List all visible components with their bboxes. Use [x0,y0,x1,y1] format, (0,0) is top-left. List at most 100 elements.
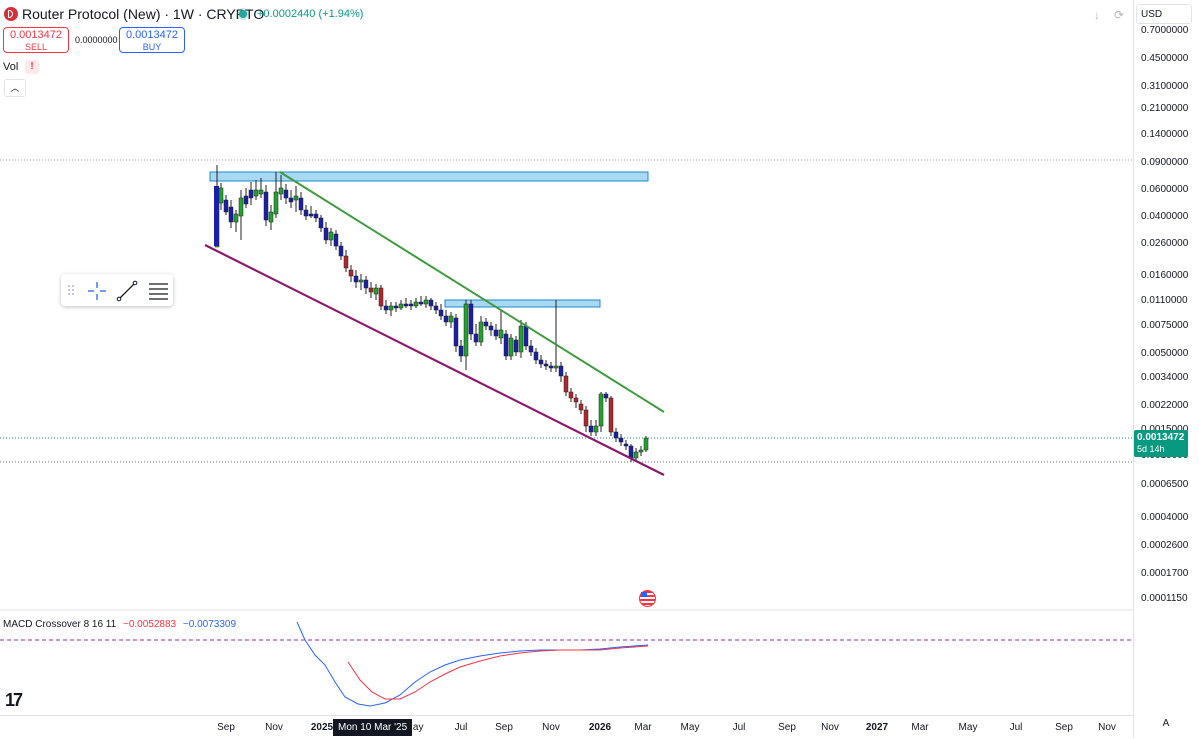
candle-body [463,303,469,357]
arrow-down-icon[interactable]: ↓ [1094,8,1100,22]
sell-price: 0.0013472 [10,29,62,41]
buy-price: 0.0013472 [126,29,178,41]
candle-body [223,199,229,213]
us-flag-icon[interactable] [639,590,656,607]
candle-body [563,375,569,393]
candle-body [493,329,499,337]
price-axis-label: 0.0004000 [1141,512,1189,523]
time-axis-label: Nov [1098,722,1116,733]
price-axis-label: 0.2100000 [1141,103,1189,114]
candle-body [593,425,599,433]
candle-body [428,299,434,307]
candle-body [613,431,619,439]
candle-body [303,209,309,217]
sell-button[interactable]: 0.0013472 SELL [3,27,69,53]
candlesticks [214,165,649,462]
candle-body [583,409,589,427]
candle-body [568,391,574,399]
candle-body [578,403,584,411]
candle-body [558,365,564,377]
candle-body [548,365,554,369]
candle-body [623,443,629,447]
resistance-trendline [279,171,665,413]
candle-body [443,315,449,323]
time-axis-label: Nov [821,722,839,733]
time-axis-label: May [404,722,424,733]
price-axis-label: 0.0260000 [1141,238,1189,249]
candle-body [323,227,329,241]
settings-lines-icon[interactable] [149,283,168,300]
time-axis-label: Sep [778,722,796,733]
candle-body [468,303,474,335]
price-chart[interactable] [0,0,1133,715]
price-axis-label: 0.0002600 [1141,540,1189,551]
candle-body [263,191,269,221]
live-indicator [239,10,247,18]
price-axis-label: 0.4500000 [1141,53,1189,64]
candle-body [313,213,319,219]
candle-body [628,445,634,459]
time-axis-label: Sep [1055,722,1073,733]
time-axis-label: May [958,722,978,733]
price-axis-label: 0.0001150 [1141,593,1188,604]
macd-name: MACD Crossover 8 16 11 [3,619,117,630]
candle-body [283,189,289,199]
current-price-value: 0.0013472 [1137,432,1185,443]
candle-body [458,345,464,357]
candle-body [588,425,594,433]
price-axis-label: 0.0015000 [1141,424,1188,435]
candle-body [523,325,529,347]
buy-button[interactable]: 0.0013472 BUY [119,27,185,53]
volume-warning-icon[interactable]: ! [25,60,39,74]
current-price-tag: 0.0013472 5d 14h [1134,430,1188,457]
volume-label[interactable]: Vol [3,61,19,73]
currency-selector[interactable]: USD [1133,4,1193,24]
candle-body [508,337,514,357]
candle-body [438,309,444,317]
price-axis-label: 0.0160000 [1141,270,1189,281]
time-axis-label: Sep [495,722,513,733]
time-axis-label: 2026 [588,722,612,733]
auto-scale-button[interactable]: A [1162,718,1170,729]
candle-body [363,279,369,289]
macd-legend[interactable]: MACD Crossover 8 16 11 −0.0052883 −0.007… [3,619,236,630]
support-trendline [204,244,665,476]
candle-body [258,189,264,195]
price-axis-label: 0.3100000 [1141,81,1189,92]
price-change: +0.0002440 (+1.94%) [257,8,364,20]
chevron-up-icon[interactable]: ︿ [4,79,26,97]
tradingview-logo[interactable]: 17 [5,690,23,710]
time-axis[interactable]: Nov Sep Jul May Mar 2027 Nov Sep Jul May Mar 2026 No… [0,715,1133,739]
price-axis-label: 0.1400000 [1141,129,1189,140]
price-axis[interactable]: 0.7000000 0.4500000 0.3100000 0.2100000 0.14… [1133,0,1199,738]
candle-body [518,325,524,353]
candle-body [388,305,394,311]
candle-body [543,363,549,367]
price-axis-label: 0.0022000 [1141,400,1189,411]
time-axis-label: 2025 [310,722,334,733]
candle-body [553,365,559,369]
candle-body [378,287,384,307]
candle-body [373,287,379,295]
candle-body [233,213,239,223]
price-axis-label: 0.0034000 [1141,372,1189,383]
candle-body [273,191,279,215]
price-axis-label: 0.0900000 [1141,157,1189,168]
candle-body [413,301,419,307]
candle-body [478,321,484,343]
time-axis-label: Jul [454,722,468,733]
drawing-toolbar [61,274,173,306]
candle-body [398,303,404,309]
candle-body [348,269,354,277]
trend-line-icon[interactable] [116,280,138,302]
candle-body [418,301,424,305]
drag-handle-icon[interactable] [68,285,74,295]
refresh-icon[interactable]: ⟳ [1114,8,1125,22]
candle-body [433,305,439,311]
time-axis-label: Mar [911,722,929,733]
candle-body [638,449,644,453]
candle-body [513,339,519,353]
crosshair-icon[interactable] [88,282,106,300]
candle-body [353,275,359,283]
symbol-title[interactable]: Router Protocol (New) · 1W · CRYPTO [22,6,265,22]
